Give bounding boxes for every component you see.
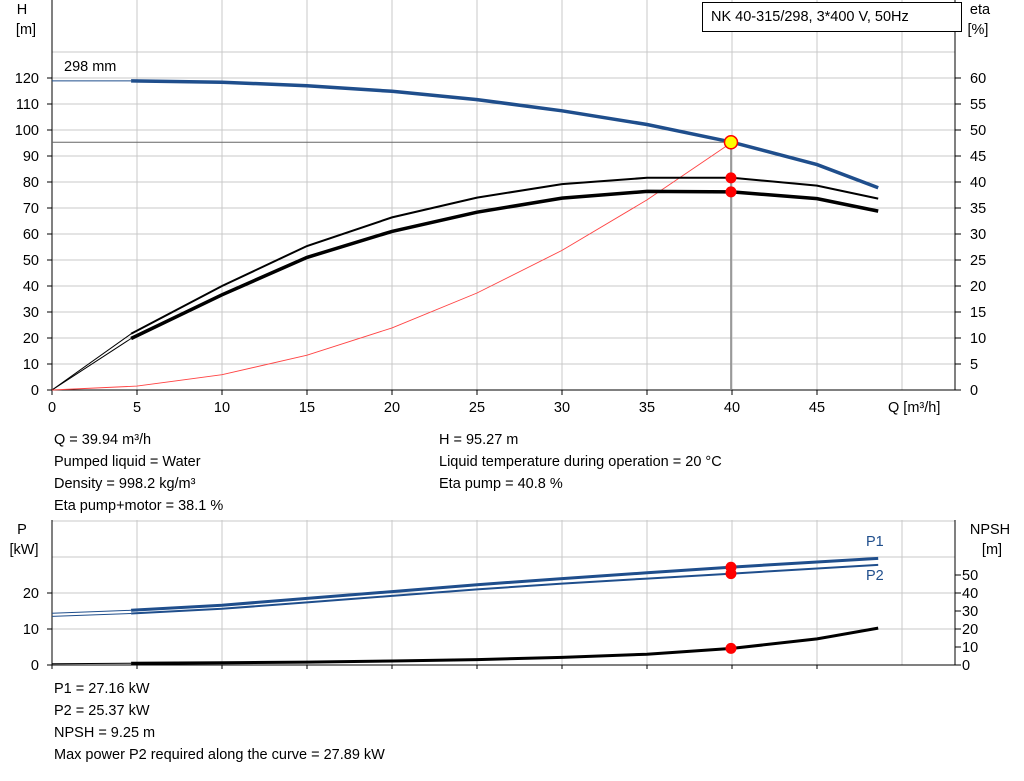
npsh-tick-label: 40 <box>962 586 978 602</box>
y-tick-label: 90 <box>23 149 39 165</box>
x-tick-label: 25 <box>469 400 485 416</box>
y2-tick-label: 0 <box>970 383 978 399</box>
p-tick-label: 20 <box>23 586 39 602</box>
y2-tick-label: 55 <box>970 97 986 113</box>
y2-tick-label: 50 <box>970 123 986 139</box>
x-tick-label: 40 <box>724 400 740 416</box>
p1-series-label: P1 <box>866 534 884 550</box>
info-bottom: P1 = 27.16 kW P2 = 25.37 kW NPSH = 9.25 … <box>54 678 385 766</box>
grid <box>51 0 955 666</box>
eta-pump-curve <box>130 176 879 335</box>
axes <box>51 0 956 666</box>
y-tick-label: 40 <box>23 279 39 295</box>
head-duty-marker <box>723 135 739 150</box>
npsh-tick-label: 0 <box>962 658 970 674</box>
info-p1: P1 = 27.16 kW <box>54 681 150 697</box>
system-curve <box>51 141 733 391</box>
info-top-right: H = 95.27 m Liquid temperature during op… <box>439 429 722 495</box>
y2-tick-label: 35 <box>970 201 986 217</box>
info-eta-pump-motor: Eta pump+motor = 38.1 % <box>54 498 224 514</box>
y-tick-label: 100 <box>15 123 39 139</box>
p-tick-label: 10 <box>23 622 39 638</box>
npsh-curve <box>131 626 879 665</box>
tick-labels: 0 5 10 15 20 25 30 35 40 450102030405060708090100… <box>15 71 986 674</box>
eta-pump-motor-duty-marker <box>725 186 737 198</box>
y-axis-unit: [m] <box>16 22 36 38</box>
y2-tick-label: 15 <box>970 305 986 321</box>
x-axis-label: Q [m³/h] <box>888 400 940 416</box>
y2-tick-label: 20 <box>970 279 986 295</box>
p-tick-label: 0 <box>31 658 39 674</box>
y2-tick-label: 45 <box>970 149 986 165</box>
y2-tick-label: 40 <box>970 175 986 191</box>
y-tick-label: 10 <box>23 357 39 373</box>
y-tick-label: 50 <box>23 253 39 269</box>
p2-series-label: P2 <box>866 568 884 584</box>
info-max-power: Max power P2 required along the curve = … <box>54 747 385 763</box>
x-tick-label: 0 <box>48 400 56 416</box>
curves <box>51 79 879 665</box>
x-tick-label: 45 <box>809 400 825 416</box>
y-tick-label: 70 <box>23 201 39 217</box>
x-tick-label: 30 <box>554 400 570 416</box>
x-tick-label: 35 <box>639 400 655 416</box>
info-p2: P2 = 25.37 kW <box>54 703 150 719</box>
info-npsh: NPSH = 9.25 m <box>54 725 156 741</box>
y2-tick-label: 30 <box>970 227 986 243</box>
y-tick-label: 80 <box>23 175 39 191</box>
y2-tick-label: 25 <box>970 253 986 269</box>
info-temperature: Liquid temperature during operation = 20… <box>439 454 722 470</box>
y-tick-label: 60 <box>23 227 39 243</box>
p1-curve <box>131 556 879 612</box>
y-tick-label: 20 <box>23 331 39 347</box>
eta-pump-curve-extension <box>51 333 132 391</box>
y-tick-label: 0 <box>31 383 39 399</box>
p2-curve <box>131 563 879 615</box>
impeller-annotation: 298 mm <box>64 59 116 75</box>
x-tick-label: 5 <box>133 400 141 416</box>
duty-point-markers <box>723 135 739 654</box>
npsh-tick-label: 10 <box>962 640 978 656</box>
x-tick-label: 15 <box>299 400 315 416</box>
p2-duty-marker <box>725 568 737 580</box>
npsh-axis-label: NPSH <box>970 522 1010 538</box>
npsh-tick-label: 20 <box>962 622 978 638</box>
info-liquid: Pumped liquid = Water <box>54 454 201 470</box>
y2-axis-label: eta <box>970 2 991 18</box>
eta-pump-motor-curve-extension <box>51 338 132 391</box>
y-tick-label: 120 <box>15 71 39 87</box>
info-head: H = 95.27 m <box>439 432 519 448</box>
info-flow: Q = 39.94 m³/h <box>54 432 152 448</box>
info-eta-pump: Eta pump = 40.8 % <box>439 476 563 492</box>
p2-curve-extension <box>51 613 132 617</box>
p-axis-label: P <box>17 522 27 538</box>
y2-axis-unit: [%] <box>968 22 989 38</box>
x-tick-label: 20 <box>384 400 400 416</box>
y2-tick-label: 10 <box>970 331 986 347</box>
y-tick-label: 110 <box>16 97 39 113</box>
npsh-curve-extension <box>51 662 132 665</box>
npsh-tick-label: 50 <box>962 568 978 584</box>
info-top-left: Q = 39.94 m³/h Pumped liquid = Water Den… <box>54 429 223 517</box>
y-tick-label: 30 <box>23 305 39 321</box>
x-tick-label: 10 <box>214 400 230 416</box>
pump-title: NK 40-315/298, 3*400 V, 50Hz <box>702 2 962 32</box>
y2-tick-label: 60 <box>970 71 986 87</box>
y-axis-label: H <box>17 2 27 18</box>
eta-pump-duty-marker <box>725 172 737 184</box>
y2-tick-label: 5 <box>970 357 978 373</box>
npsh-tick-label: 30 <box>962 604 978 620</box>
info-density: Density = 998.2 kg/m³ <box>54 476 196 492</box>
head-curve <box>131 79 879 190</box>
npsh-duty-marker <box>725 642 737 654</box>
eta-pump-motor-curve <box>130 189 879 341</box>
npsh-axis-unit: [m] <box>982 542 1002 558</box>
p-axis-unit: [kW] <box>10 542 39 558</box>
p1-curve-extension <box>51 609 132 614</box>
